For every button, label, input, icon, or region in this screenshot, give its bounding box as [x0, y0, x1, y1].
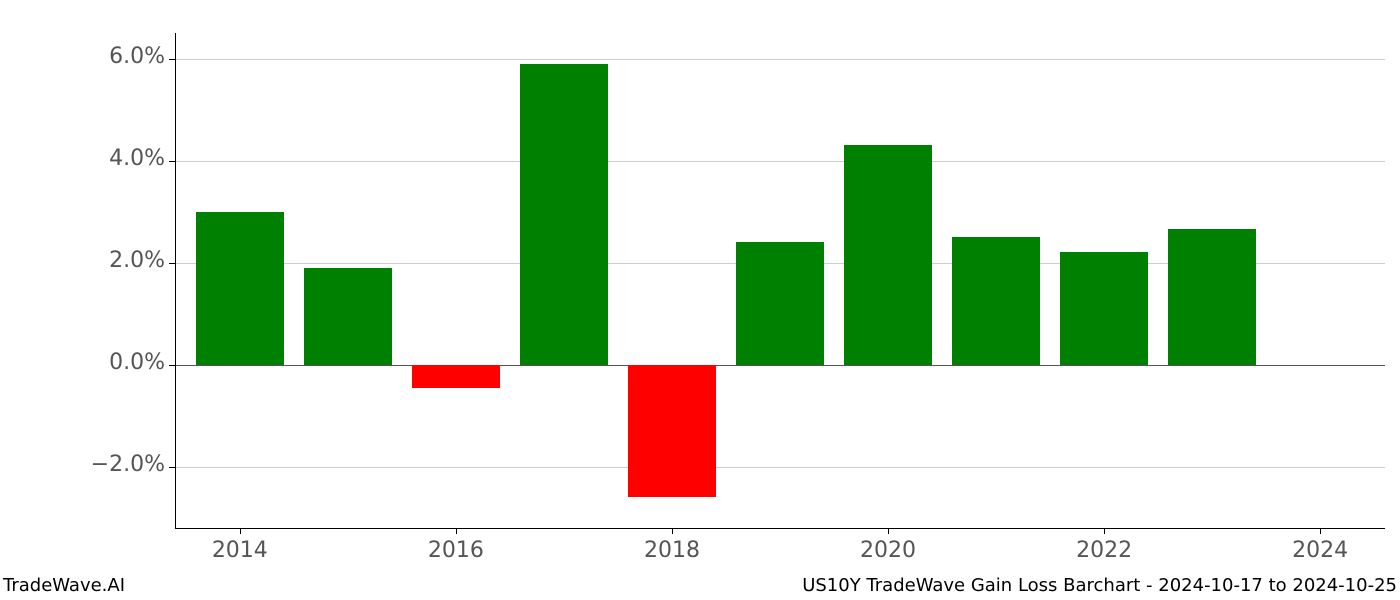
grid-line — [175, 59, 1385, 60]
bar — [952, 237, 1041, 365]
x-tick-label: 2016 — [406, 538, 506, 563]
x-axis-spine — [175, 528, 1385, 529]
zero-line — [175, 365, 1385, 366]
x-tick-mark — [888, 528, 889, 534]
x-tick-label: 2014 — [190, 538, 290, 563]
bar — [304, 268, 393, 365]
footer-right-caption: US10Y TradeWave Gain Loss Barchart - 202… — [802, 575, 1397, 596]
bar — [520, 64, 609, 365]
bar — [736, 242, 825, 364]
x-tick-mark — [456, 528, 457, 534]
x-tick-label: 2022 — [1054, 538, 1154, 563]
x-tick-mark — [1320, 528, 1321, 534]
bar — [844, 145, 933, 364]
y-tick-label: 4.0% — [70, 146, 165, 171]
bar — [1168, 229, 1257, 364]
x-tick-mark — [1104, 528, 1105, 534]
x-tick-mark — [240, 528, 241, 534]
x-tick-label: 2024 — [1270, 538, 1370, 563]
x-tick-label: 2018 — [622, 538, 722, 563]
y-tick-label: 0.0% — [70, 350, 165, 375]
x-tick-mark — [672, 528, 673, 534]
bar — [628, 365, 717, 498]
y-tick-label: 2.0% — [70, 248, 165, 273]
y-axis-spine — [175, 33, 176, 528]
chart-container: −2.0% 0.0% 2.0% 4.0% 6.0% 2014 2016 2018 2020 202… — [0, 0, 1400, 600]
x-tick-label: 2020 — [838, 538, 938, 563]
bar — [196, 212, 285, 365]
plot-area: −2.0%0.0%2.0%4.0%6.0%2014201620182020202… — [175, 33, 1385, 528]
grid-line — [175, 467, 1385, 468]
bar — [412, 365, 501, 388]
footer-left-brand: TradeWave.AI — [3, 575, 125, 596]
grid-line — [175, 161, 1385, 162]
y-tick-label: 6.0% — [70, 44, 165, 69]
bar — [1060, 252, 1149, 364]
y-tick-label: −2.0% — [70, 452, 165, 477]
